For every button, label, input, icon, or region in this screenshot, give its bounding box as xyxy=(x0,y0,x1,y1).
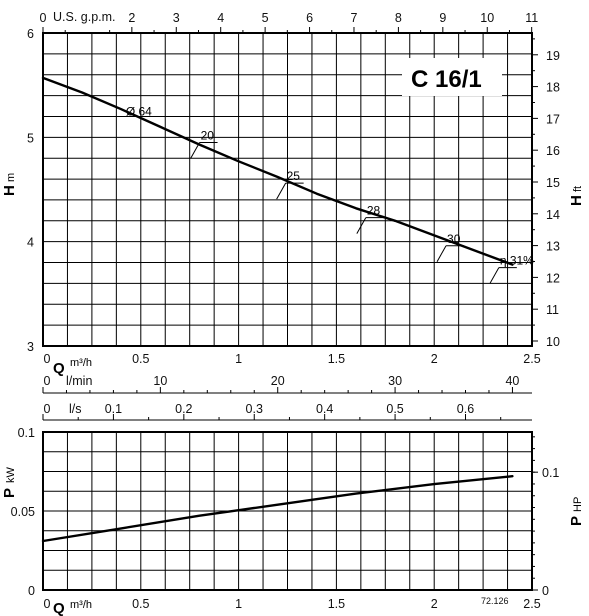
head-m-axis: 3 4 5 6 xyxy=(27,27,34,354)
tick-label: 16 xyxy=(546,144,560,158)
annotation-label: Ø 64 xyxy=(126,104,152,118)
annotation-label: 28 xyxy=(367,204,381,218)
tick-label: 0.5 xyxy=(386,402,403,416)
flow-axis-letter-bottom: Q xyxy=(53,600,65,616)
lmin-label: l/min xyxy=(66,374,92,388)
head-ft-axis: 10 11 12 13 14 15 16 17 18 19 xyxy=(532,38,560,349)
tick-label: 2 xyxy=(128,11,135,25)
tick-label: 0 xyxy=(28,584,35,598)
tick-label: 0.3 xyxy=(246,402,263,416)
tick-label: 40 xyxy=(505,374,519,388)
flow-axis-unit-top: m³/h xyxy=(70,357,92,369)
tick-label: 8 xyxy=(395,11,402,25)
head-ft-axis-letter: H xyxy=(568,195,585,206)
tick-label: 11 xyxy=(546,303,559,317)
tick-label: 18 xyxy=(546,81,560,95)
annotation-label: η 31% xyxy=(500,254,534,268)
tick-label: 0.6 xyxy=(457,402,474,416)
tick-label: 10 xyxy=(546,335,560,349)
tick-label: 4 xyxy=(217,11,224,25)
tick-label: 6 xyxy=(306,11,313,25)
annotation-leader xyxy=(356,217,367,234)
tick-label: 0 xyxy=(44,374,51,388)
tick-label: 20 xyxy=(271,374,285,388)
lmin-axis: 0 10 20 30 40 xyxy=(42,374,519,393)
power-hp-axis: 00.1 xyxy=(532,436,559,598)
tick-label: 0.4 xyxy=(316,402,333,416)
tick-label: 2.5 xyxy=(523,597,540,611)
tick-label: 13 xyxy=(546,240,560,254)
power-axis-unit: kW xyxy=(5,467,17,484)
annotation-leader xyxy=(489,267,500,284)
ls-label: l/s xyxy=(69,402,82,416)
annotation-label: 20 xyxy=(201,128,215,142)
power-chart-frame xyxy=(42,431,533,591)
tick-label: 4 xyxy=(27,236,34,250)
tick-label: 0 xyxy=(44,597,51,611)
power-chart-grid xyxy=(43,432,532,590)
tick-label: 2.5 xyxy=(523,352,540,366)
tick-label: 11 xyxy=(525,11,538,25)
annotation-label: 30 xyxy=(447,232,461,246)
tick-label: 30 xyxy=(388,374,402,388)
tick-label: 10 xyxy=(480,11,494,25)
power-hp-axis-unit: HP xyxy=(572,497,584,512)
tick-label: 3 xyxy=(27,340,34,354)
head-axis-unit: m xyxy=(5,173,17,182)
tick-label: 0.1 xyxy=(542,466,559,480)
tick-label: 0.1 xyxy=(18,426,35,440)
tick-label: 0 xyxy=(40,11,47,25)
tick-label: 0 xyxy=(44,402,51,416)
tick-label: 5 xyxy=(262,11,269,25)
flow-m3h-axis-bottom: 0 0.5 1 1.5 2 2.5 xyxy=(44,597,541,611)
annotation-label: 25 xyxy=(287,169,301,183)
tick-label: 9 xyxy=(439,11,446,25)
tick-label: 15 xyxy=(546,176,560,190)
tick-label: 12 xyxy=(546,271,560,285)
tick-label: 0.5 xyxy=(132,597,149,611)
tick-label: 14 xyxy=(546,208,560,222)
power-axis-letter: P xyxy=(1,488,18,498)
head-curve-64 xyxy=(41,76,514,266)
usgpm-axis: 0 2 3 4 5 6 7 8 9 10 11 xyxy=(40,11,538,33)
tick-label: 0.5 xyxy=(132,352,149,366)
tick-label: 0 xyxy=(44,352,51,366)
tick-label: 3 xyxy=(173,11,180,25)
tick-label: 0.1 xyxy=(105,402,122,416)
title-box xyxy=(402,58,502,96)
power-hp-axis-letter: P xyxy=(568,516,585,526)
chart-title: C 16/1 xyxy=(411,66,482,93)
footer-code: 72.126 xyxy=(481,596,509,606)
tick-label: 7 xyxy=(351,11,358,25)
power-curve xyxy=(41,475,514,543)
annotation-leader xyxy=(436,245,447,262)
tick-label: 1 xyxy=(235,352,242,366)
tick-label: 0.2 xyxy=(175,402,192,416)
tick-label: 1 xyxy=(235,597,242,611)
annotation-leader xyxy=(190,142,201,159)
tick-label: 0 xyxy=(542,584,549,598)
tick-label: 17 xyxy=(546,112,560,126)
tick-label: 0.05 xyxy=(11,505,35,519)
tick-label: 19 xyxy=(546,49,560,63)
head-ft-axis-unit: ft xyxy=(572,186,584,192)
flow-axis-unit-bottom: m³/h xyxy=(70,599,92,611)
tick-label: 2 xyxy=(431,352,438,366)
tick-label: 5 xyxy=(27,131,34,145)
tick-label: 6 xyxy=(27,27,34,41)
efficiency-annotations: Ø 64 20 25 28 30 η 31% xyxy=(126,104,534,284)
flow-m3h-axis-top: 0 0.5 1 1.5 2 2.5 xyxy=(44,352,541,366)
head-axis-letter: H xyxy=(1,185,18,196)
ls-axis: 0 0.1 0.2 0.3 0.4 0.5 0.6 xyxy=(42,402,502,420)
annotation-leader xyxy=(276,182,287,200)
tick-label: 10 xyxy=(153,374,167,388)
usgpm-label: U.S. g.p.m. xyxy=(53,10,116,24)
flow-axis-letter-top: Q xyxy=(53,360,65,377)
power-kw-axis: 0 0.05 0.1 xyxy=(11,426,35,598)
tick-label: 1.5 xyxy=(328,352,345,366)
tick-label: 2 xyxy=(431,597,438,611)
tick-label: 1.5 xyxy=(328,597,345,611)
